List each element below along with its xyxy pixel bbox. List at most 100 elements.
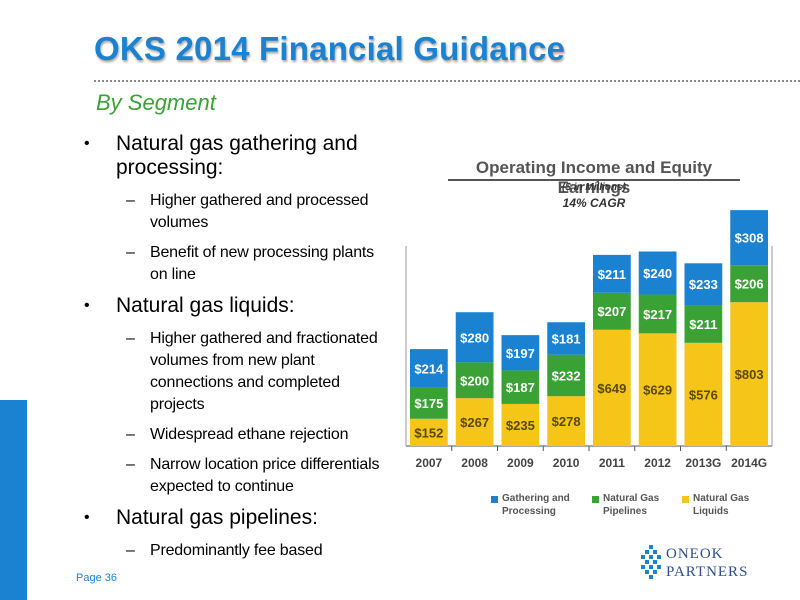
bar-liquids-2007 bbox=[410, 418, 448, 446]
x-tick-label-2014G: 2014G bbox=[731, 456, 767, 470]
x-tick-label-2012: 2012 bbox=[644, 456, 671, 470]
data-label-pipelines-2011: $207 bbox=[597, 304, 626, 319]
bar-liquids-2009 bbox=[501, 403, 540, 446]
bar-liquids-2013G bbox=[684, 342, 723, 446]
bar-liquids-2008 bbox=[455, 398, 494, 446]
bullet-item: • Natural gas liquids: bbox=[84, 294, 384, 318]
bar-gathering-2013G bbox=[684, 263, 723, 306]
dash-icon: – bbox=[126, 426, 135, 443]
data-label-gathering-2013G: $233 bbox=[689, 277, 718, 292]
sub-bullet-item: – Higher gathered and fractionated volume… bbox=[84, 328, 384, 416]
x-tick-label-2007: 2007 bbox=[416, 456, 443, 470]
bullet-text: Natural gas pipelines: bbox=[116, 506, 318, 529]
title-divider bbox=[94, 80, 800, 82]
dash-icon: – bbox=[126, 192, 135, 209]
sub-bullet-item: – Benefit of new processing plants on lin… bbox=[84, 242, 384, 286]
x-tick-label-2010: 2010 bbox=[553, 456, 580, 470]
data-label-liquids-2011: $649 bbox=[597, 381, 626, 396]
legend-label: Gathering and Processing bbox=[502, 493, 570, 517]
data-label-gathering-2009: $197 bbox=[506, 346, 535, 361]
bar-pipelines-2010 bbox=[547, 354, 585, 397]
bullet-dot-icon: • bbox=[84, 135, 90, 152]
accent-bar bbox=[0, 400, 27, 600]
legend-swatch-pipelines bbox=[592, 496, 599, 503]
sub-bullet-item: – Narrow location price differentials exp… bbox=[84, 454, 384, 498]
bullet-dot-icon: • bbox=[84, 509, 90, 526]
bullet-text: Natural gas liquids: bbox=[116, 294, 295, 317]
data-label-gathering-2014G: $308 bbox=[735, 231, 764, 246]
dash-icon: – bbox=[126, 330, 135, 347]
data-label-liquids-2014G: $803 bbox=[735, 367, 764, 382]
bar-gathering-2007 bbox=[410, 349, 448, 388]
bar-liquids-2011 bbox=[593, 329, 631, 446]
data-label-gathering-2012: $240 bbox=[643, 266, 672, 281]
data-label-pipelines-2013G: $211 bbox=[689, 317, 717, 332]
bar-liquids-2010 bbox=[547, 396, 585, 446]
bullet-item: • Natural gas pipelines: bbox=[84, 506, 384, 530]
bar-pipelines-2011 bbox=[593, 292, 631, 330]
data-label-liquids-2009: $235 bbox=[506, 418, 535, 433]
dash-icon: – bbox=[126, 456, 135, 473]
legend-label: Natural Gas Liquids bbox=[693, 493, 750, 517]
legend-swatch-gathering bbox=[491, 496, 498, 503]
sub-bullet-text: Predominantly fee based bbox=[150, 542, 323, 559]
legend-item-pipelines: Natural Gas Pipelines bbox=[592, 492, 683, 518]
company-logo: ONEOK PARTNERS bbox=[640, 545, 780, 585]
data-label-gathering-2011: $211 bbox=[598, 267, 626, 282]
bar-pipelines-2014G bbox=[730, 265, 768, 303]
data-label-gathering-2007: $214 bbox=[414, 361, 444, 376]
x-tick-label-2013G: 2013G bbox=[685, 456, 721, 470]
bar-pipelines-2009 bbox=[501, 370, 540, 404]
sub-bullet-text: Higher gathered and fractionated volumes… bbox=[150, 330, 378, 413]
chart-title: Operating Income and Equity Earnings bbox=[475, 158, 713, 197]
data-label-pipelines-2010: $232 bbox=[552, 368, 581, 383]
data-label-pipelines-2014G: $206 bbox=[735, 277, 764, 292]
bar-gathering-2014G bbox=[730, 210, 768, 266]
dash-icon: – bbox=[126, 244, 135, 261]
logo-line-2: PARTNERS bbox=[666, 564, 749, 580]
oneok-logo-icon bbox=[641, 545, 661, 579]
x-tick-label-2009: 2009 bbox=[507, 456, 534, 470]
bar-liquids-2012 bbox=[638, 333, 677, 446]
legend-item-liquids: Natural Gas Liquids bbox=[682, 492, 763, 518]
data-label-pipelines-2012: $217 bbox=[643, 307, 672, 322]
bar-liquids-2014G bbox=[730, 302, 768, 446]
bullet-text: Natural gas gathering and processing: bbox=[116, 132, 358, 179]
bar-gathering-2008 bbox=[455, 312, 494, 363]
bar-gathering-2010 bbox=[547, 322, 585, 355]
bar-gathering-2012 bbox=[638, 251, 677, 295]
logo-line-1: ONEOK bbox=[666, 546, 724, 562]
x-tick-label-2008: 2008 bbox=[461, 456, 488, 470]
data-label-gathering-2010: $181 bbox=[552, 331, 581, 346]
sub-bullet-item: – Predominantly fee based bbox=[84, 540, 384, 562]
chart-cagr-note: 14% CAGR bbox=[562, 196, 626, 210]
bullet-list: • Natural gas gathering and processing: –… bbox=[84, 132, 384, 570]
page-title: OKS 2014 Financial Guidance bbox=[94, 30, 566, 67]
legend-label: Natural Gas Pipelines bbox=[603, 493, 660, 517]
chart-units: ($ in Millions) bbox=[562, 182, 626, 193]
dash-icon: – bbox=[126, 542, 135, 559]
data-label-liquids-2013G: $576 bbox=[689, 387, 718, 402]
sub-bullet-text: Higher gathered and processed volumes bbox=[150, 192, 369, 231]
data-label-pipelines-2008: $200 bbox=[460, 373, 489, 388]
bar-pipelines-2012 bbox=[638, 294, 677, 334]
bar-pipelines-2013G bbox=[684, 305, 723, 343]
x-tick-label-2011: 2011 bbox=[599, 456, 625, 470]
bar-pipelines-2007 bbox=[410, 387, 448, 419]
bullet-dot-icon: • bbox=[84, 297, 90, 314]
bar-gathering-2011 bbox=[593, 254, 631, 293]
sub-bullet-text: Benefit of new processing plants on line bbox=[150, 244, 374, 283]
data-label-liquids-2007: $152 bbox=[414, 425, 443, 440]
data-label-pipelines-2007: $175 bbox=[414, 396, 443, 411]
legend-item-gathering: Gathering and Processing bbox=[491, 492, 582, 518]
bar-pipelines-2008 bbox=[455, 362, 494, 399]
page-subtitle: By Segment bbox=[96, 90, 216, 115]
page-number: Page 36 bbox=[76, 572, 117, 584]
data-label-gathering-2008: $280 bbox=[460, 330, 489, 345]
sub-bullet-text: Widespread ethane rejection bbox=[150, 426, 349, 443]
data-label-pipelines-2009: $187 bbox=[506, 380, 535, 395]
chart-title-rule bbox=[448, 179, 740, 181]
sub-bullet-item: – Widespread ethane rejection bbox=[84, 424, 384, 446]
bar-gathering-2009 bbox=[501, 335, 540, 371]
